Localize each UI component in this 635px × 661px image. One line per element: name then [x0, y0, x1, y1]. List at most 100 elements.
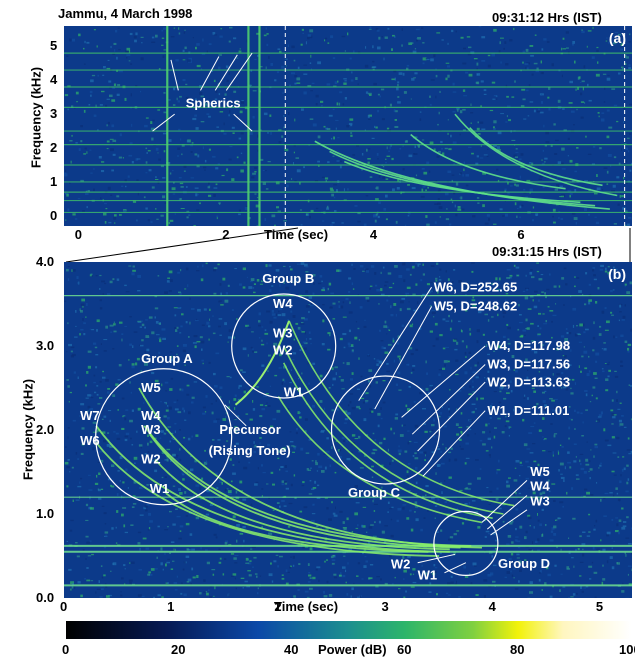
noise-speck — [392, 339, 395, 343]
noise-speck — [272, 509, 275, 511]
noise-speck — [113, 330, 117, 333]
noise-speck — [468, 73, 473, 77]
noise-speck — [353, 268, 356, 270]
noise-speck — [93, 114, 97, 117]
noise-speck — [231, 575, 235, 577]
noise-speck — [336, 102, 339, 106]
noise-speck — [135, 85, 138, 88]
noise-speck — [267, 443, 271, 447]
noise-speck — [434, 203, 439, 205]
noise-speck — [164, 432, 167, 435]
noise-speck — [350, 344, 354, 347]
noise-speck — [519, 216, 521, 219]
noise-speck — [94, 346, 98, 349]
noise-speck — [506, 571, 510, 574]
noise-speck — [556, 545, 558, 549]
noise-speck — [114, 49, 116, 52]
noise-speck — [472, 391, 476, 393]
noise-speck — [569, 379, 571, 381]
noise-speck — [456, 530, 460, 532]
noise-speck — [347, 412, 351, 415]
noise-speck — [325, 180, 327, 182]
noise-speck — [325, 450, 330, 453]
noise-speck — [324, 560, 326, 563]
noise-speck — [420, 195, 425, 198]
noise-speck — [560, 348, 563, 351]
noise-speck — [303, 166, 305, 169]
noise-speck — [75, 542, 78, 544]
noise-speck — [435, 302, 439, 304]
noise-speck — [590, 449, 592, 451]
noise-speck — [383, 347, 386, 349]
noise-speck — [589, 468, 593, 471]
noise-speck — [355, 321, 358, 323]
noise-speck — [562, 505, 564, 508]
noise-speck — [312, 404, 316, 408]
noise-speck — [201, 348, 203, 351]
noise-speck — [387, 343, 392, 346]
noise-speck — [382, 266, 385, 269]
noise-speck — [266, 402, 268, 404]
noise-speck — [233, 452, 236, 454]
noise-speck — [115, 30, 118, 33]
noise-speck — [428, 591, 432, 593]
noise-speck — [592, 268, 595, 272]
noise-speck — [425, 494, 427, 497]
noise-speck — [109, 138, 114, 140]
noise-speck — [96, 385, 99, 387]
noise-speck — [541, 534, 544, 537]
noise-speck — [389, 462, 392, 465]
noise-speck — [266, 33, 269, 35]
noise-speck — [193, 381, 198, 383]
noise-speck — [596, 187, 601, 191]
noise-speck — [405, 292, 410, 295]
noise-speck — [177, 307, 182, 309]
noise-speck — [129, 581, 132, 584]
noise-speck — [288, 502, 293, 505]
noise-speck — [547, 363, 550, 367]
noise-speck — [112, 52, 116, 55]
noise-speck — [192, 342, 197, 344]
noise-speck — [553, 221, 556, 224]
noise-speck — [449, 536, 454, 539]
noise-speck — [255, 204, 260, 208]
noise-speck — [140, 370, 142, 373]
noise-speck — [326, 128, 331, 130]
noise-speck — [579, 561, 584, 563]
noise-speck — [277, 314, 282, 317]
noise-speck — [187, 59, 191, 63]
noise-speck — [308, 574, 312, 577]
noise-speck — [101, 576, 104, 579]
noise-speck — [491, 403, 493, 405]
noise-speck — [456, 433, 460, 436]
noise-speck — [212, 32, 216, 35]
noise-speck — [475, 162, 479, 165]
noise-speck — [553, 434, 556, 438]
noise-speck — [242, 286, 246, 289]
panel-label-b: (b) — [608, 266, 626, 282]
noise-speck — [129, 142, 133, 145]
noise-speck — [447, 42, 449, 45]
noise-speck — [500, 37, 504, 39]
noise-speck — [109, 419, 111, 422]
noise-speck — [628, 543, 632, 545]
noise-speck — [199, 92, 203, 95]
noise-speck — [409, 324, 413, 328]
noise-speck — [603, 101, 606, 103]
noise-speck — [330, 189, 334, 192]
noise-speck — [528, 487, 530, 489]
group-a-circle — [95, 368, 233, 506]
noise-speck — [105, 534, 107, 538]
noise-speck — [148, 512, 151, 516]
noise-speck — [304, 590, 309, 593]
noise-speck — [348, 122, 353, 125]
noise-speck — [165, 409, 169, 412]
noise-speck — [508, 557, 512, 560]
noise-speck — [338, 102, 341, 106]
noise-speck — [321, 289, 325, 292]
noise-speck — [178, 537, 182, 540]
noise-speck — [199, 487, 202, 490]
noise-speck — [475, 594, 479, 596]
noise-speck — [403, 91, 407, 94]
noise-speck — [386, 146, 388, 150]
